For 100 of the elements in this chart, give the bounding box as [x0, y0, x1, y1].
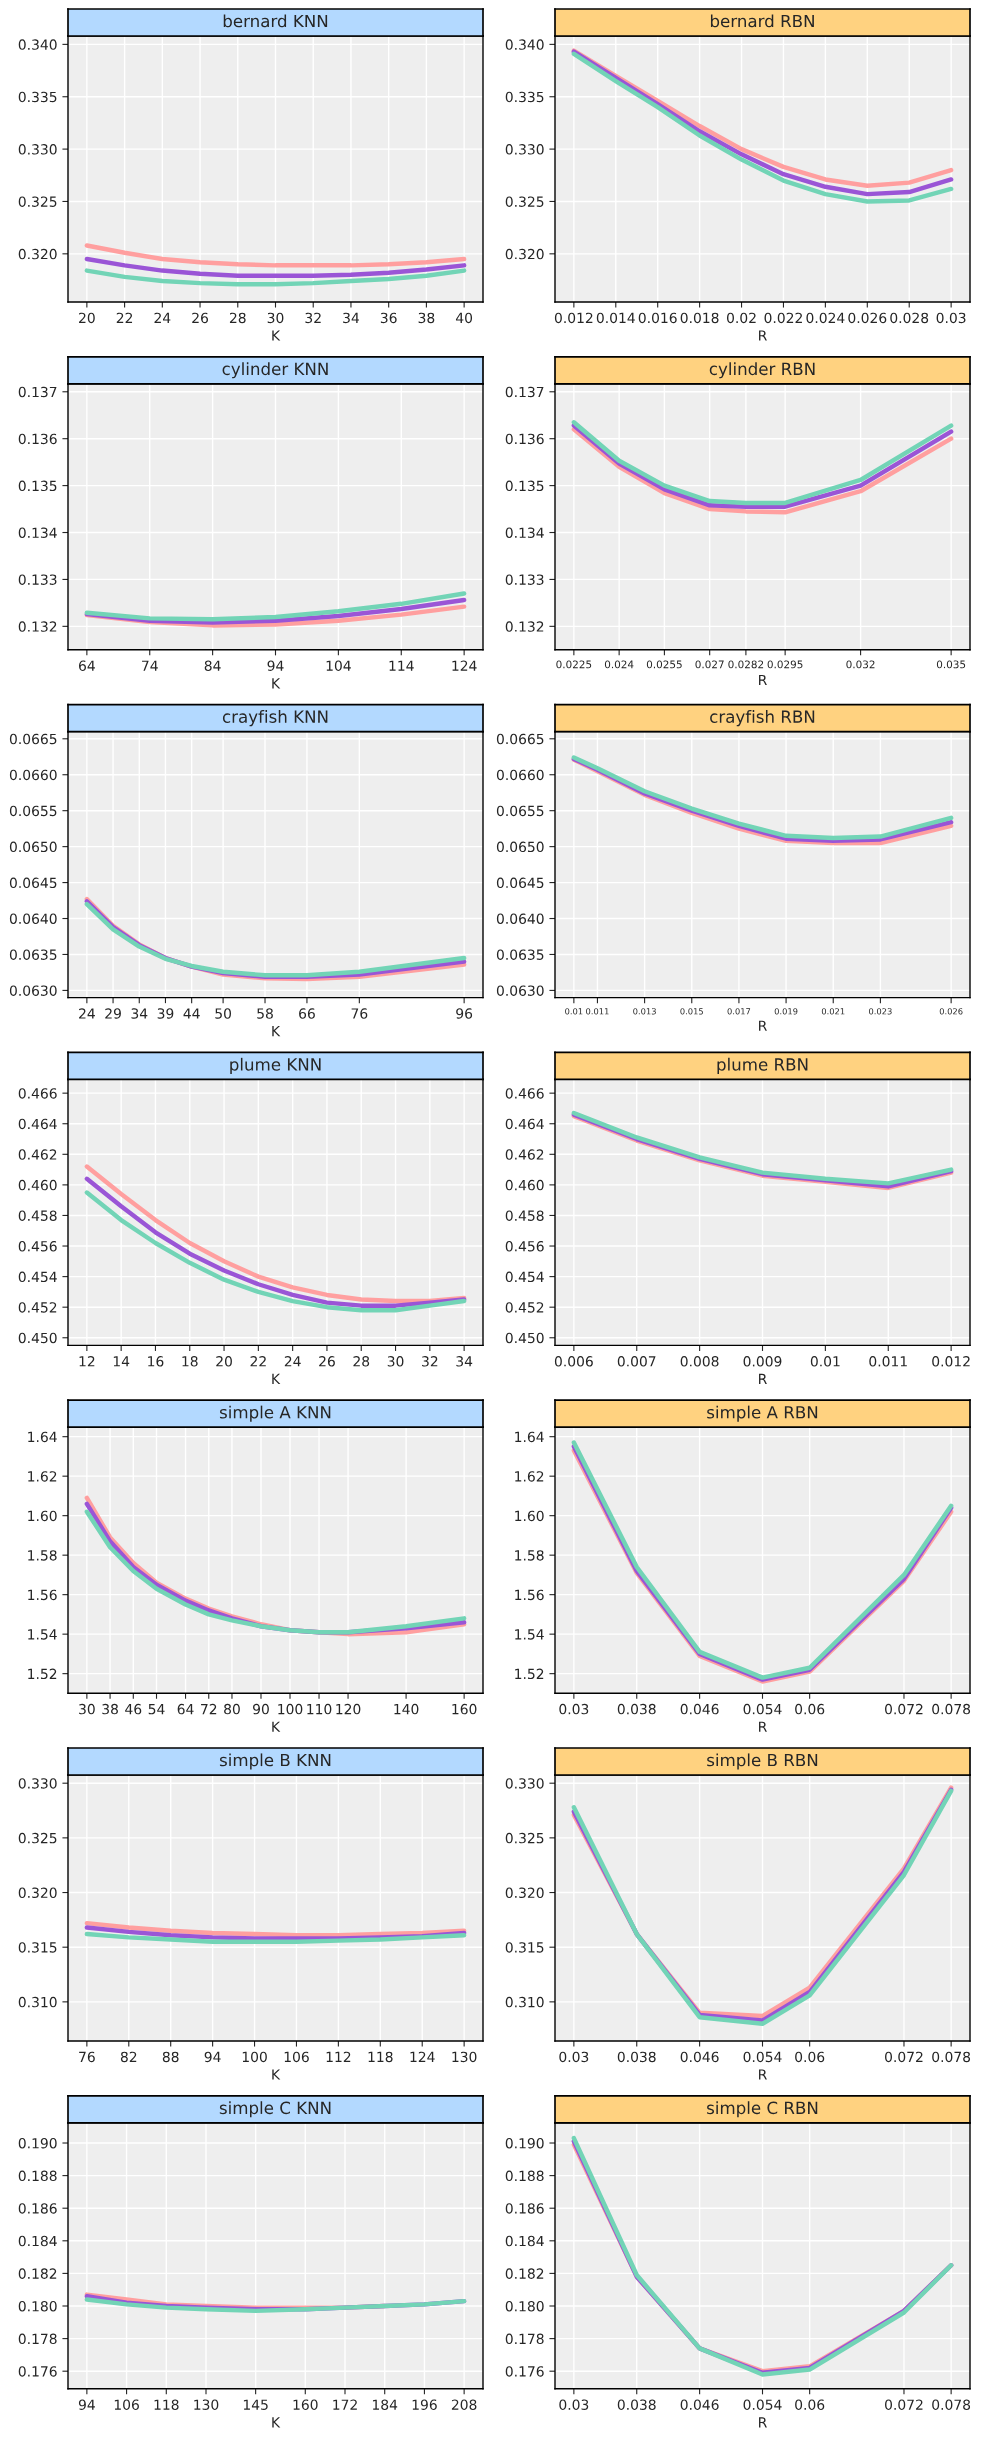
x-tick-label: 74 [142, 660, 158, 671]
x-tick-label: 100 [242, 2051, 267, 2063]
x-axis-title: R [759, 1721, 767, 1732]
y-tick-label: 1.64 [28, 1431, 57, 1443]
y-tick-label: 1.60 [28, 1510, 57, 1522]
y-tick-label: 0.176 [18, 2366, 57, 2377]
y-tick-label: 0.178 [18, 2333, 57, 2345]
x-tick-label: 39 [157, 1008, 174, 1019]
y-tick-label: 0.320 [505, 248, 544, 260]
x-tick-label: 40 [455, 312, 473, 324]
y-tick-label: 0.454 [505, 1271, 544, 1283]
x-tick-label: 26 [192, 312, 209, 324]
y-tick-label: 0.137 [505, 386, 544, 398]
x-tick-label: 0.054 [743, 2051, 782, 2063]
y-tick-label: 0.190 [505, 2137, 544, 2149]
x-tick-label: 0.078 [932, 1703, 971, 1715]
y-tick-label: 1.60 [515, 1510, 544, 1522]
y-tick-label: 0.132 [505, 621, 544, 632]
y-tick-label: 0.315 [505, 1942, 544, 1953]
chart-title: bernard KNN [223, 14, 328, 28]
x-tick-label: 54 [148, 1704, 165, 1715]
y-tick-label: 0.0630 [496, 985, 544, 996]
x-tick-label: 24 [284, 1356, 301, 1367]
y-tick-label: 0.464 [18, 1118, 57, 1130]
y-tick-label: 0.182 [505, 2268, 544, 2279]
y-tick-label: 0.458 [505, 1210, 544, 1221]
y-tick-label: 0.0635 [496, 949, 544, 960]
x-tick-label: 0.038 [617, 2399, 656, 2410]
y-tick-label: 1.62 [515, 1471, 544, 1482]
x-axis-title: R [759, 1020, 767, 1031]
y-tick-label: 0.0640 [9, 913, 57, 924]
x-tick-label: 0.046 [680, 1703, 719, 1715]
y-tick-label: 0.180 [18, 2300, 57, 2312]
x-tick-label: 94 [267, 660, 284, 671]
y-tick-label: 1.54 [515, 1629, 544, 1640]
x-tick-label: 64 [79, 660, 95, 671]
x-axis-title: K [272, 1026, 281, 1037]
y-tick-label: 0.458 [18, 1210, 57, 1221]
x-tick-label: 118 [154, 2399, 179, 2410]
x-tick-label: 0.078 [932, 2051, 971, 2063]
x-tick-label: 0.021 [821, 1008, 845, 1015]
y-tick-label: 1.58 [28, 1550, 57, 1561]
x-tick-label: 66 [299, 1008, 315, 1019]
x-tick-label: 46 [125, 1703, 142, 1715]
y-tick-label: 0.325 [505, 1832, 544, 1844]
y-tick-label: 0.0645 [496, 877, 544, 889]
x-tick-label: 145 [243, 2399, 268, 2410]
x-tick-label: 0.03 [936, 312, 966, 324]
y-tick-label: 0.133 [18, 574, 57, 585]
x-tick-label: 24 [79, 1008, 95, 1019]
y-tick-label: 0.335 [505, 91, 544, 103]
x-tick-label: 0.027 [695, 660, 724, 669]
x-axis-title: K [272, 330, 281, 341]
x-axis-title: R [759, 674, 767, 686]
x-axis-title: K [272, 1373, 281, 1384]
y-tick-label: 1.52 [515, 1668, 544, 1680]
x-tick-label: 160 [452, 1703, 477, 1715]
x-tick-label: 82 [120, 2051, 137, 2063]
x-tick-label: 34 [456, 1356, 473, 1367]
x-tick-label: 160 [293, 2399, 318, 2410]
y-tick-label: 0.315 [18, 1942, 57, 1953]
x-tick-label: 28 [229, 312, 246, 324]
y-tick-label: 0.454 [18, 1271, 57, 1283]
y-tick-label: 1.56 [515, 1589, 544, 1601]
x-tick-label: 0.0282 [728, 660, 764, 669]
x-tick-label: 84 [204, 660, 221, 671]
x-tick-label: 16 [148, 1356, 164, 1367]
y-tick-label: 0.133 [505, 574, 544, 585]
y-tick-label: 0.0650 [9, 841, 57, 853]
y-tick-label: 1.58 [515, 1550, 544, 1561]
x-tick-label: 0.06 [795, 2051, 825, 2063]
x-tick-label: 96 [456, 1008, 473, 1019]
y-tick-label: 0.182 [18, 2268, 57, 2279]
y-tick-label: 0.0635 [9, 949, 57, 960]
x-tick-label: 0.032 [846, 660, 875, 669]
x-tick-label: 64 [177, 1703, 194, 1715]
y-tick-label: 0.0640 [496, 913, 544, 924]
y-tick-label: 0.134 [18, 527, 57, 538]
x-tick-label: 44 [183, 1008, 200, 1019]
y-tick-label: 0.132 [18, 621, 57, 632]
x-tick-label: 0.024 [806, 312, 845, 324]
x-axis-title: R [759, 2069, 767, 2080]
x-tick-label: 0.006 [554, 1356, 593, 1367]
y-tick-label: 0.176 [505, 2366, 544, 2377]
x-tick-label: 34 [131, 1008, 148, 1019]
x-tick-label: 0.012 [554, 312, 593, 324]
x-tick-label: 0.019 [774, 1008, 798, 1015]
x-tick-label: 196 [412, 2399, 437, 2410]
y-tick-label: 0.0665 [496, 733, 544, 745]
x-tick-label: 0.026 [939, 1008, 963, 1015]
x-tick-label: 0.016 [638, 312, 677, 324]
x-tick-label: 124 [452, 660, 477, 671]
x-tick-label: 18 [182, 1356, 198, 1367]
x-tick-label: 0.02 [726, 312, 756, 324]
x-tick-label: 208 [451, 2399, 477, 2410]
y-tick-label: 0.460 [18, 1179, 57, 1191]
x-tick-label: 0.01 [810, 1356, 840, 1367]
y-tick-label: 0.452 [18, 1302, 57, 1313]
x-tick-label: 88 [162, 2051, 179, 2063]
x-tick-label: 30 [267, 312, 284, 324]
